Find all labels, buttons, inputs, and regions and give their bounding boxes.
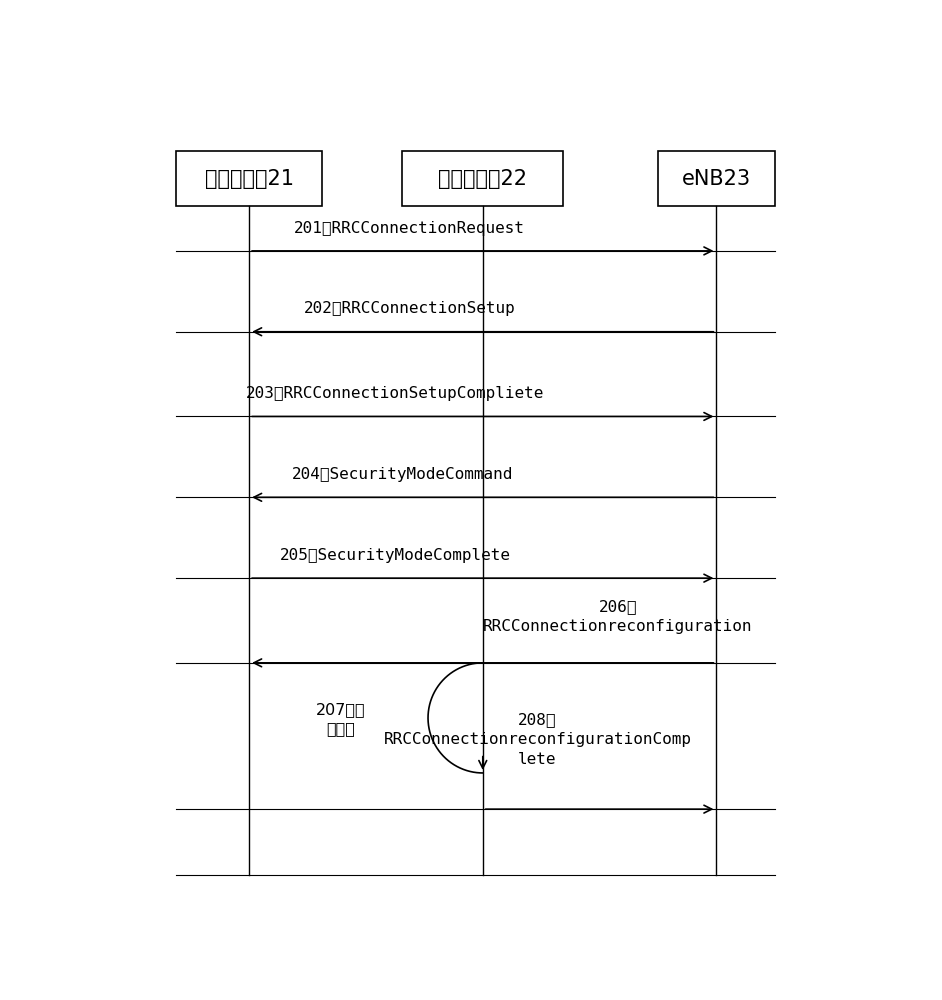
Bar [402,151,563,206]
Text: 206、
RRCConnectionreconfiguration: 206、 RRCConnectionreconfiguration [483,599,753,634]
Text: 202、RRCConnectionSetup: 202、RRCConnectionSetup [304,301,515,316]
Text: 201、RRCConnectionRequest: 201、RRCConnectionRequest [294,221,526,235]
Text: eNB23: eNB23 [682,169,751,189]
Bar [176,151,322,206]
Text: 204、SecurityModeCommand: 204、SecurityModeCommand [292,467,513,482]
Bar [658,151,774,206]
Text: 主射频单元21: 主射频单元21 [204,169,294,189]
Text: 203、RRCConnectionSetupCompliete: 203、RRCConnectionSetupCompliete [246,386,544,401]
Text: 208、
RRCConnectionreconfigurationComp
lete: 208、 RRCConnectionreconfigurationComp le… [383,712,691,767]
Text: 205、SecurityModeComplete: 205、SecurityModeComplete [280,548,511,563]
Text: 辅射频单元22: 辅射频单元22 [438,169,528,189]
Text: 207、建
立连接: 207、建 立连接 [316,702,365,736]
